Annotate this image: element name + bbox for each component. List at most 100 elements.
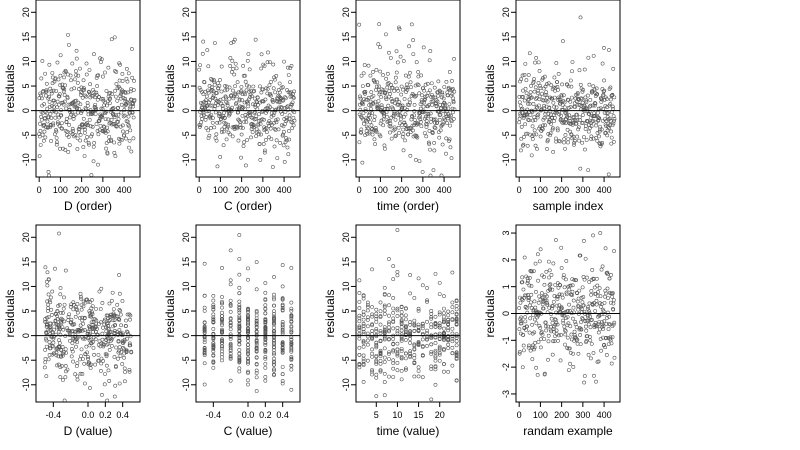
data-point (360, 84, 365, 89)
data-point (69, 347, 74, 351)
data-point (77, 124, 82, 129)
y-tick-label: 5 (341, 309, 351, 314)
data-point (580, 113, 585, 117)
data-point (519, 315, 523, 320)
y-tick-label: 20 (21, 7, 31, 17)
y-tick-label: 20 (181, 232, 191, 242)
data-point (280, 365, 285, 369)
data-point (440, 92, 445, 97)
data-point (118, 353, 123, 358)
y-axis-label: residuals (163, 289, 177, 337)
data-point (428, 111, 433, 116)
data-point (99, 361, 104, 366)
data-point (556, 87, 560, 92)
data-point (589, 356, 593, 361)
data-point (69, 78, 73, 83)
data-point (442, 348, 446, 353)
data-point (559, 245, 564, 250)
data-point (110, 298, 114, 303)
data-point (246, 371, 250, 375)
data-point (391, 264, 396, 269)
data-point (263, 319, 268, 324)
data-point (44, 93, 48, 98)
data-point (416, 327, 421, 332)
data-point (207, 100, 211, 105)
data-point (241, 126, 245, 130)
data-point (382, 146, 387, 151)
data-point (221, 143, 226, 148)
data-point (211, 345, 216, 349)
data-point (425, 344, 429, 348)
data-point (289, 364, 294, 368)
data-point (42, 129, 47, 134)
data-point (262, 150, 267, 155)
data-point (65, 96, 70, 101)
data-point (525, 101, 530, 106)
data-point (429, 364, 434, 369)
data-point (225, 126, 229, 131)
data-point (583, 147, 587, 152)
data-point (272, 292, 276, 297)
data-point (406, 132, 411, 137)
data-point (60, 353, 65, 358)
data-point (264, 110, 268, 115)
data-point (63, 83, 67, 88)
data-point (357, 306, 362, 310)
data-point (444, 79, 449, 84)
data-point (378, 300, 383, 305)
data-point (542, 275, 546, 279)
data-point (47, 353, 52, 357)
data-point (454, 318, 459, 323)
data-point (399, 368, 404, 373)
data-point (254, 99, 259, 104)
data-point (56, 344, 61, 349)
data-point (62, 302, 67, 307)
data-point (205, 104, 209, 109)
data-point (47, 62, 52, 67)
data-point (237, 356, 242, 360)
data-point (576, 127, 581, 132)
data-point (567, 346, 572, 351)
data-point (396, 125, 401, 130)
data-point (287, 129, 291, 133)
data-point (361, 363, 366, 367)
data-point (524, 112, 529, 117)
y-tick-label: -3 (501, 390, 511, 398)
data-point (536, 278, 540, 283)
data-point (382, 292, 387, 296)
data-point (523, 315, 528, 320)
data-point (448, 123, 452, 128)
data-point (80, 315, 85, 320)
data-point (229, 70, 234, 74)
data-point (370, 314, 374, 319)
data-point (233, 84, 237, 89)
data-point (435, 120, 439, 125)
data-point (391, 326, 396, 331)
data-point (42, 122, 47, 127)
data-point (105, 326, 110, 331)
data-point (565, 127, 570, 132)
data-point (263, 303, 268, 308)
data-point (446, 342, 451, 347)
x-tick-label: 100 (533, 185, 548, 195)
data-point (91, 144, 96, 149)
data-point (97, 95, 101, 99)
data-point (582, 380, 587, 385)
data-point (93, 108, 98, 112)
data-point (272, 297, 276, 302)
data-point (69, 302, 74, 307)
data-point (266, 50, 270, 55)
data-point (245, 58, 250, 63)
data-point (450, 334, 455, 339)
data-point (374, 354, 379, 359)
data-point (79, 307, 84, 312)
data-point (598, 124, 602, 129)
data-point (254, 338, 259, 342)
data-point (420, 322, 425, 326)
data-point (121, 345, 125, 350)
data-point (211, 93, 216, 98)
data-point (71, 116, 76, 121)
data-point (239, 84, 244, 89)
data-point (533, 85, 538, 90)
